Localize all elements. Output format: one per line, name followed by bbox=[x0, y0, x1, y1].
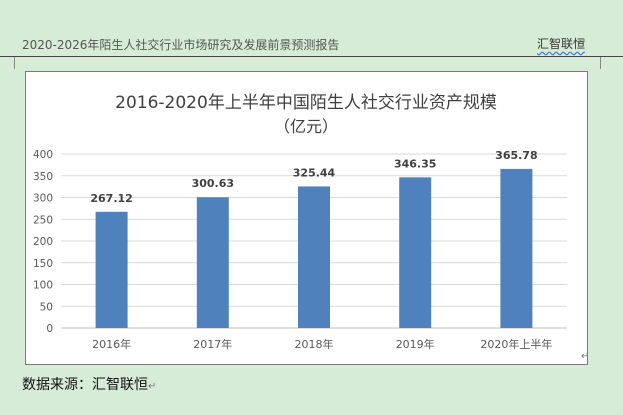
data-label: 300.63 bbox=[192, 177, 234, 190]
y-tick-label: 300 bbox=[33, 193, 53, 205]
x-tick-label: 2017年 bbox=[193, 337, 232, 351]
y-tick-label: 200 bbox=[33, 236, 53, 248]
y-tick-label: 50 bbox=[40, 301, 53, 313]
brand-name: 汇智联恒 bbox=[536, 37, 585, 51]
chart-subtitle: （亿元） bbox=[274, 117, 338, 136]
data-labels: 267.12 300.63 325.44 346.35 365.78 bbox=[90, 149, 537, 205]
bar bbox=[500, 168, 533, 328]
data-label: 325.44 bbox=[293, 166, 336, 179]
bar bbox=[95, 211, 128, 328]
y-tick-label: 350 bbox=[33, 171, 53, 183]
paragraph-mark-icon: ↵ bbox=[148, 381, 157, 392]
x-tick-label: 2019年 bbox=[396, 337, 435, 351]
x-tick-label: 2016年 bbox=[92, 337, 131, 351]
x-tick-label: 2018年 bbox=[295, 337, 334, 351]
y-axis: 0 50 100 150 200 250 300 350 400 bbox=[33, 149, 53, 335]
bar bbox=[399, 177, 432, 328]
bar bbox=[196, 197, 229, 328]
header-rule bbox=[0, 56, 623, 57]
x-tick-label: 2020年上半年 bbox=[480, 337, 552, 351]
y-tick-label: 0 bbox=[46, 323, 53, 335]
paragraph-mark-icon: ↵ bbox=[581, 351, 590, 362]
x-axis: 2016年 2017年 2018年 2019年 2020年上半年 bbox=[92, 337, 552, 351]
y-tick-label: 150 bbox=[33, 258, 53, 270]
chart-title: 2016-2020年上半年中国陌生人社交行业资产规模 bbox=[115, 93, 497, 113]
bar bbox=[298, 186, 330, 328]
page-corner-mark bbox=[600, 57, 613, 69]
data-label: 267.12 bbox=[90, 192, 132, 205]
page-corner-mark bbox=[14, 57, 27, 69]
data-label: 365.78 bbox=[495, 149, 537, 162]
bars bbox=[95, 168, 533, 328]
source-note: 数据来源：汇智联恒 bbox=[22, 377, 148, 393]
report-title: 2020-2026年陌生人社交行业市场研究及发展前景预测报告 bbox=[22, 38, 340, 52]
paragraph-mark-icon: ↵ bbox=[578, 37, 587, 48]
y-tick-label: 100 bbox=[33, 280, 53, 292]
chart-container[interactable]: 2016-2020年上半年中国陌生人社交行业资产规模 （亿元） 0 50 100 15… bbox=[25, 71, 588, 365]
y-tick-label: 400 bbox=[33, 149, 53, 161]
y-tick-label: 250 bbox=[33, 214, 53, 226]
bar-chart: 2016-2020年上半年中国陌生人社交行业资产规模 （亿元） 0 50 100 15… bbox=[33, 93, 567, 351]
data-label: 346.35 bbox=[394, 157, 436, 170]
